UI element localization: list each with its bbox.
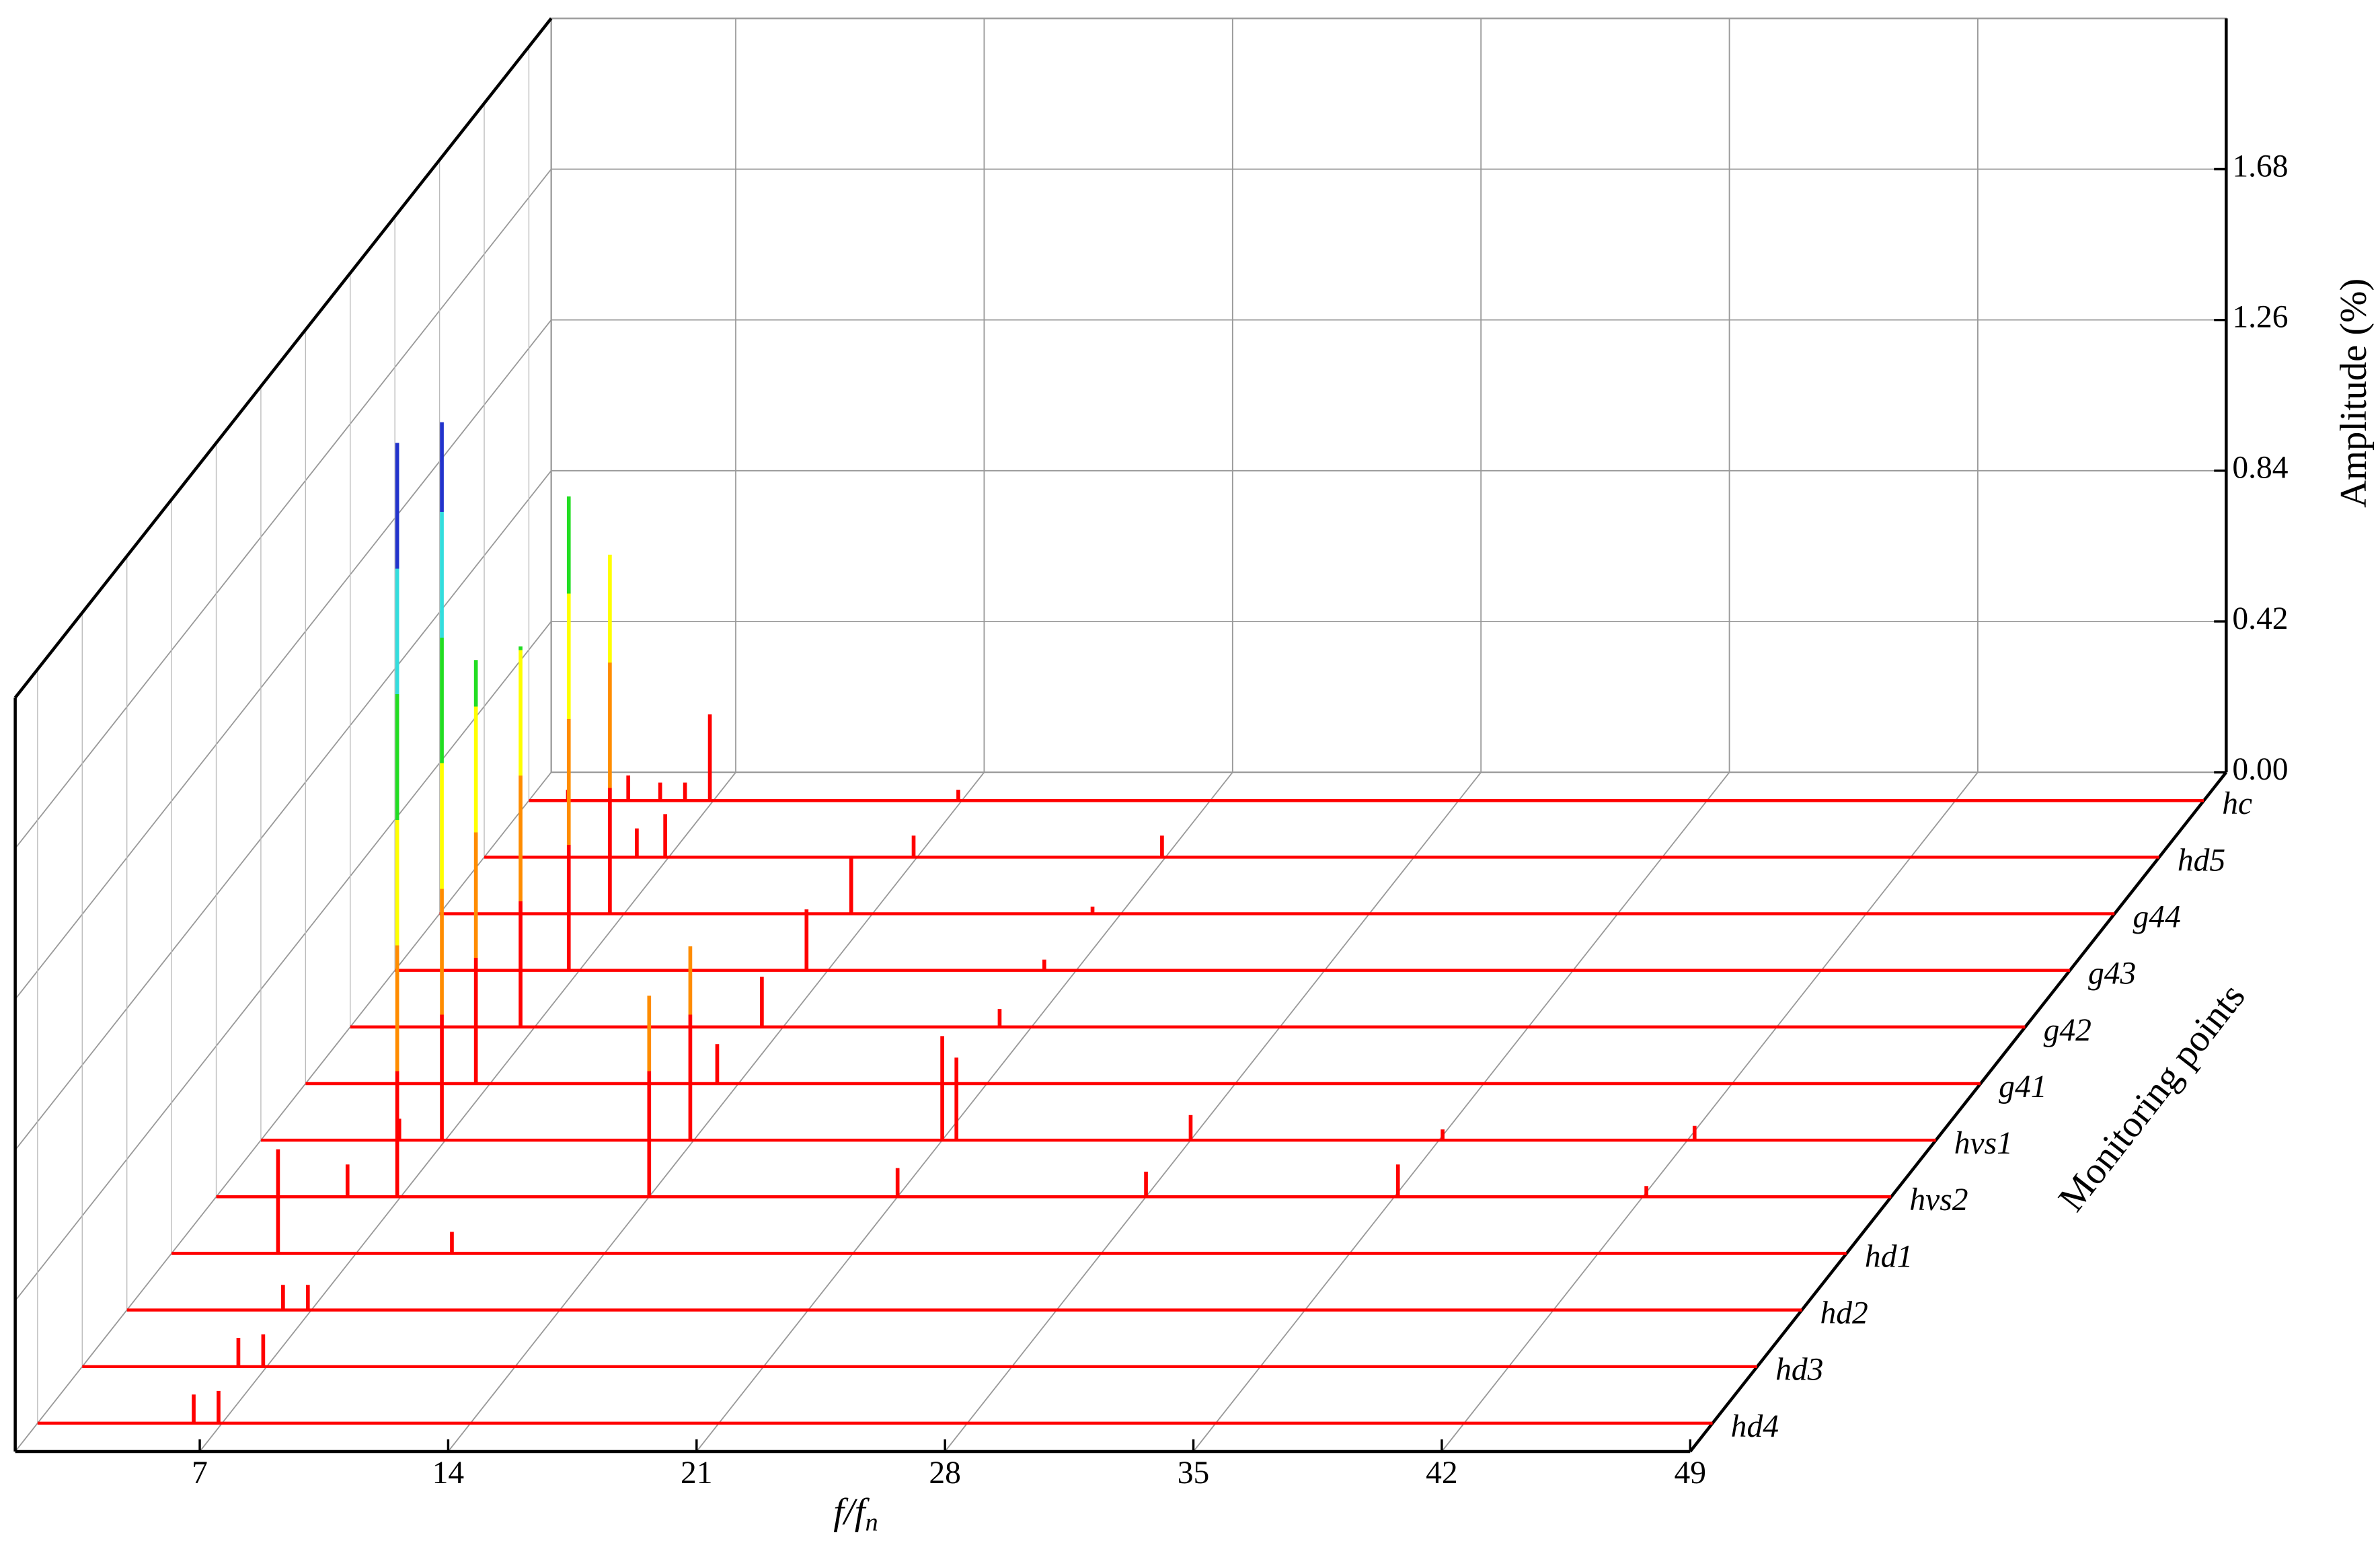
floor-grid-line bbox=[199, 771, 736, 1452]
y-tick-label: 1.26 bbox=[2232, 300, 2288, 335]
row-label: hd5 bbox=[2178, 843, 2225, 878]
y-tick-label: 0.00 bbox=[2232, 752, 2288, 787]
x-tick-label: 7 bbox=[192, 1456, 208, 1491]
row-label: hd2 bbox=[1820, 1296, 1868, 1331]
row-label: g41 bbox=[1999, 1069, 2046, 1104]
side-grid-line bbox=[14, 621, 552, 1302]
row-label: hc bbox=[2222, 786, 2252, 821]
side-grid-line bbox=[14, 319, 552, 1000]
x-axis-label-sub: n bbox=[865, 1508, 878, 1536]
side-grid-line bbox=[14, 168, 552, 849]
x-tick-label: 28 bbox=[929, 1456, 961, 1491]
x-axis-label-main: f/f bbox=[833, 1491, 870, 1533]
floor-grid-line bbox=[1192, 771, 1730, 1452]
y-tick-label: 0.84 bbox=[2232, 451, 2288, 486]
floor-grid-line bbox=[1441, 771, 1979, 1452]
floor-grid-line bbox=[944, 771, 1482, 1452]
z-axis bbox=[1689, 771, 2228, 1453]
row-label: g44 bbox=[2133, 899, 2180, 934]
row-label: hd1 bbox=[1865, 1239, 1913, 1274]
back-wall bbox=[550, 17, 2227, 774]
side-grid-line bbox=[14, 771, 552, 1452]
x-tick-label: 14 bbox=[432, 1456, 465, 1491]
row-label: hvs1 bbox=[1954, 1126, 2013, 1161]
y-axis-label: Amplitude (%) bbox=[2333, 278, 2375, 508]
x-tick-label: 21 bbox=[681, 1456, 713, 1491]
row-label: g43 bbox=[2088, 956, 2136, 991]
y-tick-label: 1.68 bbox=[2232, 149, 2288, 184]
x-axis-label: f/fn bbox=[833, 1491, 878, 1536]
x-tick-label: 42 bbox=[1426, 1456, 1458, 1491]
floor-grid-line bbox=[447, 771, 985, 1452]
x-tick-label: 49 bbox=[1675, 1456, 1707, 1491]
x-tick-label: 35 bbox=[1178, 1456, 1210, 1491]
top-edge bbox=[13, 17, 553, 699]
side-grid-line bbox=[14, 470, 552, 1151]
y-tick-label: 0.42 bbox=[2232, 601, 2288, 636]
row-label: hd4 bbox=[1731, 1409, 1779, 1444]
row-label: g42 bbox=[2044, 1013, 2091, 1048]
row-label: hd3 bbox=[1775, 1353, 1823, 1388]
row-label: hvs2 bbox=[1909, 1182, 1968, 1217]
floor-grid-line bbox=[696, 771, 1233, 1452]
